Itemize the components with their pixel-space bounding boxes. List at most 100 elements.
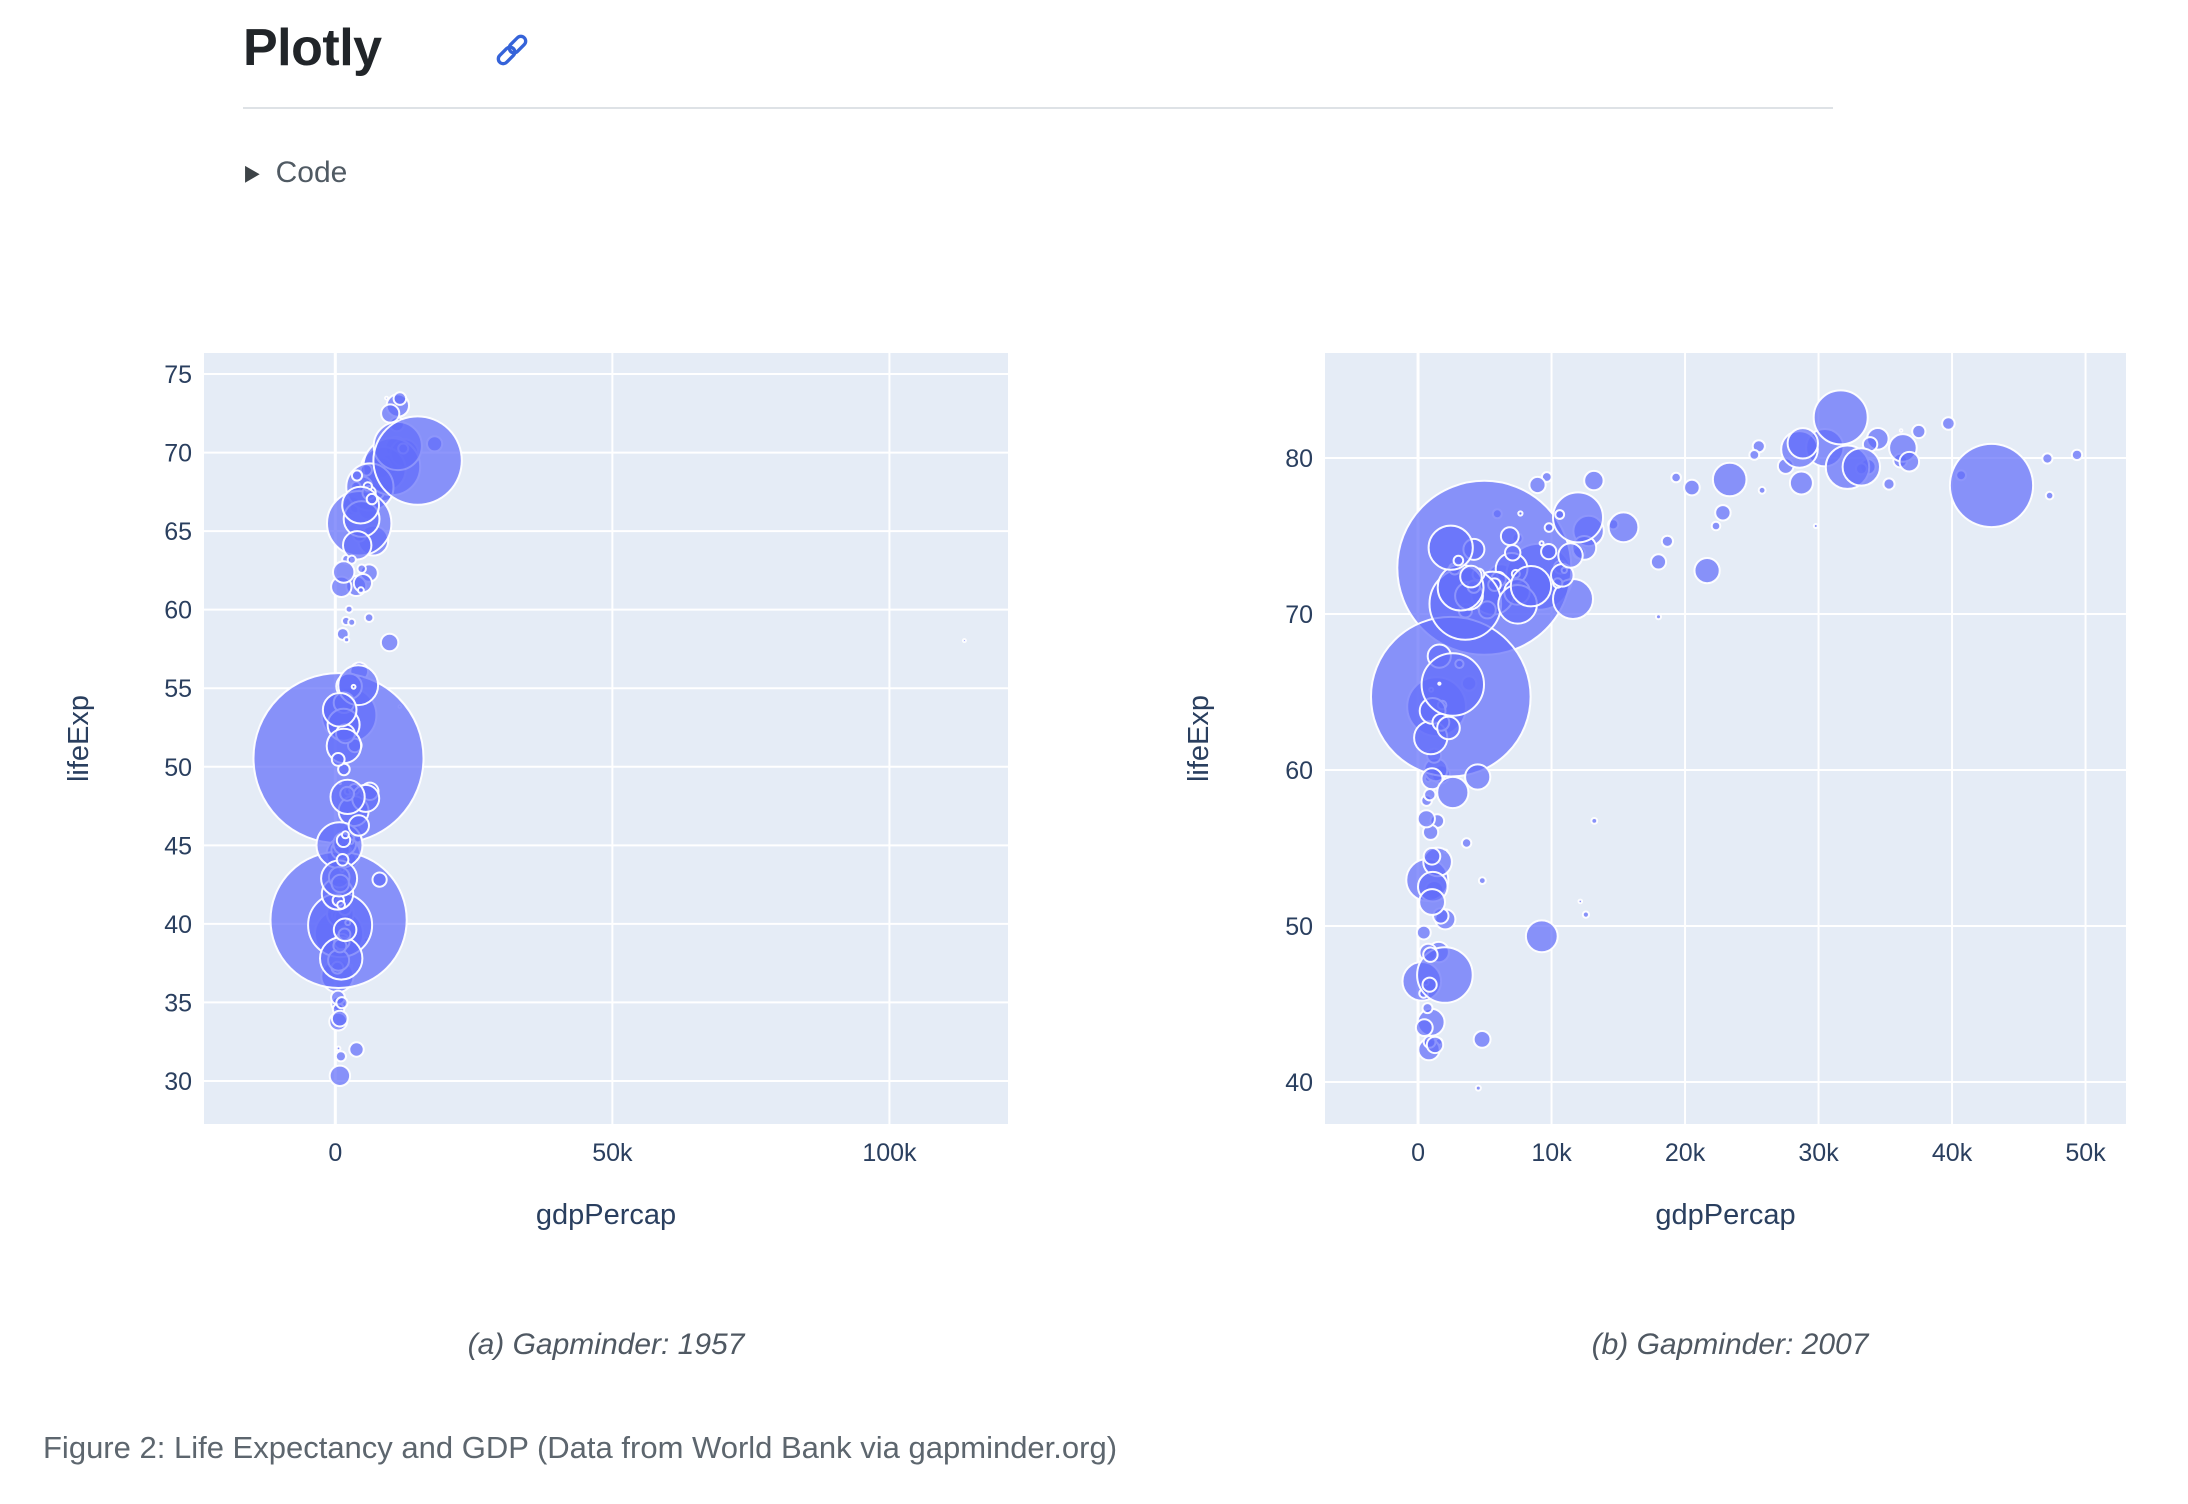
bubble[interactable] [1683, 478, 1701, 497]
bubble[interactable] [320, 859, 359, 898]
bubble[interactable] [1841, 447, 1881, 487]
bubble[interactable] [328, 1064, 352, 1087]
bubble[interactable] [1422, 946, 1439, 963]
bubble[interactable] [1416, 809, 1436, 829]
anchor-link-icon[interactable] [492, 30, 532, 70]
bubble[interactable] [1414, 1018, 1434, 1037]
bubble[interactable] [1517, 510, 1524, 517]
bubble[interactable] [1415, 924, 1432, 941]
bubble[interactable] [1711, 461, 1748, 498]
bubble[interactable] [363, 612, 375, 624]
bubble[interactable] [365, 492, 379, 506]
bubble[interactable] [1425, 1035, 1445, 1055]
bubble[interactable] [341, 485, 381, 525]
bubble[interactable] [344, 604, 354, 614]
bubble[interactable] [371, 871, 388, 888]
bubble[interactable] [1509, 565, 1553, 608]
bubble[interactable] [1459, 564, 1483, 589]
bubble[interactable] [1948, 442, 2035, 529]
bubble[interactable] [1554, 509, 1566, 520]
bubble[interactable] [1538, 540, 1545, 547]
bubble[interactable] [1540, 543, 1558, 561]
bubble[interactable] [1427, 524, 1474, 571]
bubble[interactable] [1649, 553, 1668, 571]
bubble[interactable] [1655, 613, 1662, 621]
bubble[interactable] [1757, 485, 1767, 495]
bubble[interactable] [342, 530, 373, 561]
bubble[interactable] [2041, 452, 2054, 465]
bubble[interactable] [1710, 520, 1722, 532]
bubble[interactable] [348, 1041, 365, 1058]
bubble[interactable] [1670, 471, 1682, 484]
bubble[interactable] [335, 853, 350, 867]
bubble[interactable] [1607, 511, 1640, 544]
bubble[interactable] [335, 996, 349, 1010]
bubble[interactable] [1581, 910, 1590, 919]
bubble[interactable] [347, 617, 357, 627]
bubble[interactable] [321, 692, 358, 728]
bubble[interactable] [2070, 448, 2084, 462]
bubble[interactable] [1499, 526, 1520, 547]
bubble[interactable] [1552, 491, 1604, 544]
bubble[interactable] [1524, 919, 1559, 954]
bubble[interactable] [1472, 1030, 1492, 1049]
bubble[interactable] [319, 936, 364, 981]
bubble[interactable] [1420, 652, 1485, 717]
bubble[interactable] [1583, 469, 1605, 492]
code-disclosure[interactable]: ▶ Code [245, 156, 347, 190]
bubble[interactable] [1941, 416, 1956, 431]
bubble[interactable] [379, 632, 400, 653]
bubble[interactable] [330, 1009, 349, 1028]
bubble[interactable] [1911, 423, 1927, 440]
bubble[interactable] [336, 900, 347, 910]
bubble[interactable] [1436, 775, 1470, 810]
bubble[interactable] [329, 778, 366, 815]
bubble[interactable] [1528, 475, 1547, 495]
bubble-chart-2007[interactable]: 0 10k 20k 30k 40k 50k 40 50 60 70 80 gdpPercap lifeE… [1160, 340, 2172, 1245]
bubble[interactable] [1421, 1002, 1434, 1015]
bubble[interactable] [1882, 477, 1896, 491]
bubble[interactable] [350, 683, 357, 690]
bubble[interactable] [1418, 888, 1447, 916]
bubble[interactable] [1660, 534, 1674, 548]
bubble[interactable] [343, 636, 351, 644]
bubble[interactable] [1436, 715, 1461, 741]
bubble[interactable] [332, 917, 358, 943]
bubble[interactable] [1812, 523, 1819, 529]
bubble[interactable] [380, 403, 401, 424]
bubble[interactable] [347, 814, 370, 837]
bubble[interactable] [1714, 504, 1732, 522]
bubble[interactable] [372, 415, 463, 506]
bubble[interactable] [1504, 544, 1522, 562]
bubble[interactable] [1786, 427, 1819, 460]
bubble[interactable] [1460, 837, 1473, 849]
bubble[interactable] [1577, 898, 1584, 905]
bubble[interactable] [1693, 557, 1721, 585]
bubble[interactable] [961, 638, 967, 644]
bubble[interactable] [392, 391, 408, 406]
bubble[interactable] [1423, 788, 1437, 802]
bubble[interactable] [1452, 554, 1465, 567]
bubble-chart-1957[interactable]: 0 50k 100k 30 35 40 45 50 55 60 65 70 75 gdpPercap lif… [40, 340, 1040, 1245]
bubble[interactable] [1464, 763, 1492, 791]
bubble[interactable] [1812, 389, 1869, 446]
bubble[interactable] [335, 1045, 342, 1052]
bubble[interactable] [1557, 542, 1584, 569]
bubble[interactable] [1898, 428, 1904, 433]
bubble[interactable] [356, 563, 367, 574]
bubble[interactable] [1590, 817, 1599, 825]
bubble[interactable] [330, 752, 346, 767]
bubble[interactable] [340, 830, 350, 840]
bubble[interactable] [350, 469, 364, 482]
bubble[interactable] [334, 1050, 347, 1063]
bubble[interactable] [1477, 876, 1487, 885]
bubble[interactable] [1474, 1084, 1482, 1092]
bubble[interactable] [1421, 976, 1438, 993]
bubble[interactable] [357, 586, 365, 595]
bubble[interactable] [384, 395, 389, 401]
bubble[interactable] [1437, 681, 1442, 686]
bubble[interactable] [1748, 449, 1761, 461]
bubble[interactable] [332, 560, 356, 584]
bubble[interactable] [1422, 847, 1442, 866]
bubble[interactable] [1543, 522, 1555, 533]
